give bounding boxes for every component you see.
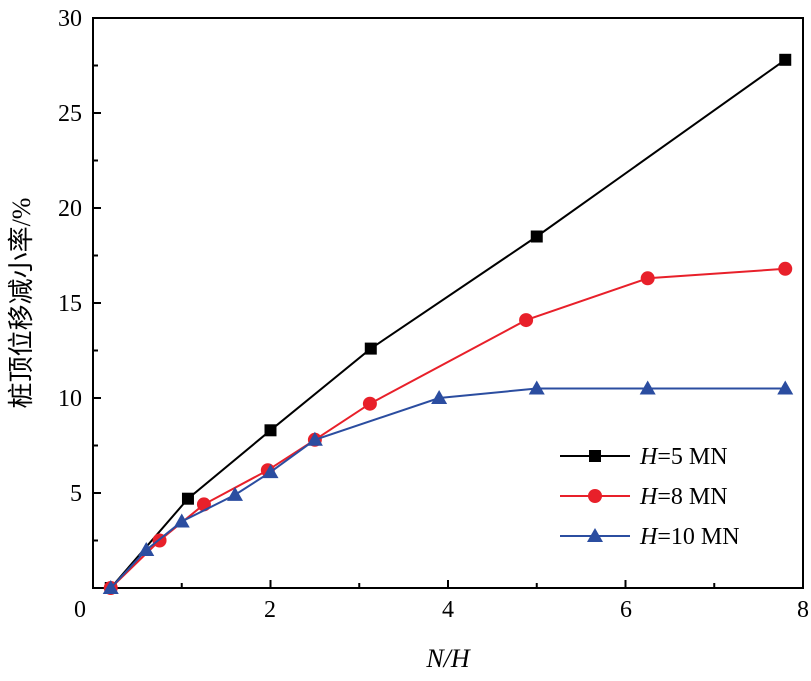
x-tick-label: 4 (442, 597, 454, 623)
legend-var: H (639, 484, 659, 510)
y-axis-title: 桩顶位移减小率/% (7, 198, 36, 409)
y-tick-label: 20 (58, 196, 82, 222)
series-line-2 (110, 387, 786, 589)
y-tick-label: 25 (58, 101, 82, 127)
data-point (173, 513, 190, 528)
series-layer (102, 53, 794, 595)
legend-marker-triangle (587, 528, 603, 542)
data-point (519, 313, 534, 328)
legend-var: H (639, 444, 659, 470)
y-tick-label: 10 (58, 386, 82, 412)
data-point (364, 342, 377, 355)
data-point (639, 380, 656, 395)
legend-value: =5 MN (657, 444, 727, 470)
data-point (102, 580, 119, 594)
legend-label-h8: H=8 MN (639, 484, 728, 510)
legend-marker-circle (588, 489, 602, 503)
data-point (779, 53, 792, 66)
legend-label-h5: H=5 MN (639, 444, 728, 470)
data-point (306, 431, 323, 446)
data-point (138, 542, 155, 556)
legend-var: H (639, 524, 659, 550)
data-point (777, 380, 794, 395)
y-tick-label: 30 (58, 6, 82, 32)
axis-ticks (93, 64, 716, 588)
x-tick-label: 8 (797, 597, 809, 623)
legend-marker-square (589, 450, 601, 462)
data-point (431, 390, 448, 404)
data-point (181, 492, 194, 505)
legend-value: =8 MN (657, 484, 727, 510)
x-tick-label: 2 (264, 597, 276, 623)
legend: H=5 MN H=8 MN H=10 MN (560, 444, 740, 550)
data-point (778, 261, 793, 276)
data-point (530, 230, 543, 243)
data-point (264, 424, 277, 437)
series-line-0 (109, 58, 786, 589)
x-axis-title: N/H (425, 644, 471, 673)
data-point (227, 486, 243, 501)
y-tick-label: 5 (70, 481, 82, 507)
x-tick-label: 0 (74, 597, 86, 623)
data-point (362, 396, 377, 411)
data-point (528, 380, 545, 395)
legend-value: =10 MN (657, 524, 739, 550)
data-point (640, 271, 655, 286)
legend-label-h10: H=10 MN (639, 524, 740, 550)
y-tick-label: 15 (58, 291, 82, 317)
data-point (262, 464, 279, 479)
x-tick-label: 6 (620, 597, 632, 623)
